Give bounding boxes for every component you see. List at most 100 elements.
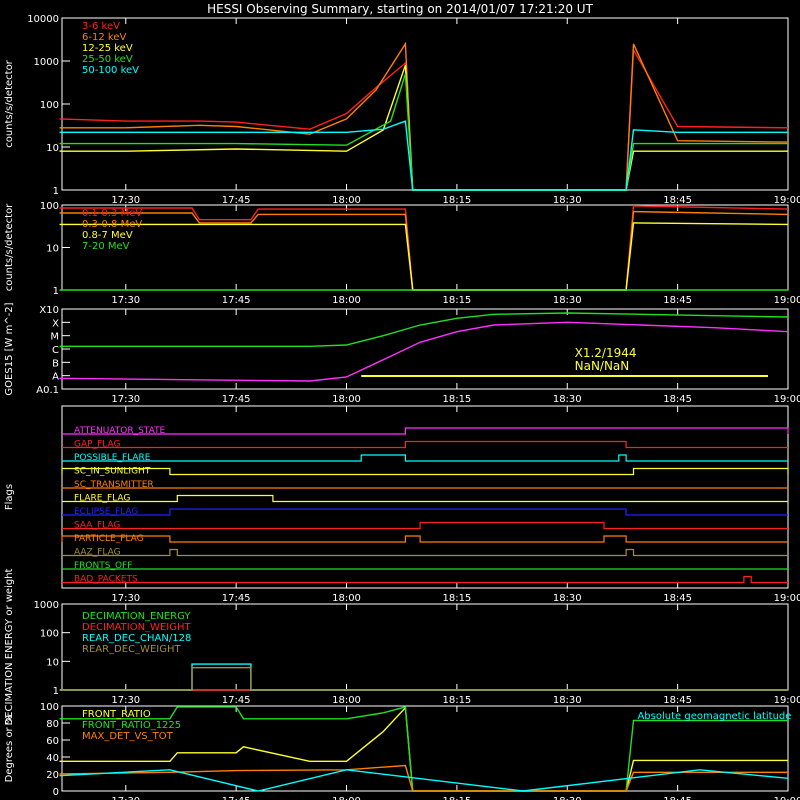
y-tick-label: 1000	[34, 57, 59, 68]
flag-trace	[62, 508, 788, 516]
x-tick-label: 18:00	[332, 796, 361, 800]
y-tick-label: 100	[40, 201, 59, 212]
x-tick-label: 18:45	[663, 295, 692, 306]
series-line-magenta	[59, 321, 789, 382]
flag-label: ATTENUATOR_STATE	[74, 426, 166, 436]
flag-label: PARTICLE_FLAG	[74, 534, 144, 544]
x-tick-label: 19:00	[774, 796, 800, 800]
y-tick-label: 40	[46, 753, 59, 764]
panel-goes: 17:30 17:45 18:00 18:15 18:30 18:45 19:00 A0.1 A…	[4, 302, 800, 405]
x-tick-label: 18:30	[553, 796, 582, 800]
x-tick-label: 18:15	[442, 195, 471, 206]
series-line-green	[59, 73, 788, 191]
y-tick-label: 10	[46, 657, 59, 668]
x-tick-label: 17:30	[111, 394, 140, 405]
goes-annotation: NaN/NaN	[575, 359, 630, 373]
flag-trace	[62, 440, 788, 449]
y-tick-label: 1000	[34, 600, 59, 611]
y-tick-label: C	[52, 345, 59, 356]
legend-entry: 7-20 MeV	[82, 241, 130, 252]
panel-high-energy: 17:30 17:45 18:00 18:15 18:30 18:45 19:00 1 10 10…	[4, 201, 800, 306]
legend-entry: 3-6 keV	[82, 21, 120, 32]
x-tick-label: 19:00	[774, 195, 800, 206]
x-tick-label: 18:00	[332, 295, 361, 306]
flag-label: POSSIBLE_FLARE	[74, 453, 151, 463]
goes-annotation: X1.2/1944	[575, 346, 637, 360]
x-tick-label: 18:30	[553, 295, 582, 306]
y-tick-label: 1	[53, 186, 59, 197]
x-tick-label: 17:45	[222, 695, 251, 706]
x-tick-label: 17:30	[111, 195, 140, 206]
flag-trace	[62, 521, 788, 530]
x-tick-label: 18:00	[332, 695, 361, 706]
panel-flags: 17:30 17:45 18:00 18:15 18:30 18:45 19:00 Flags…	[4, 405, 800, 604]
panels: 17:30 17:45 18:00 18:15 18:30 18:45 19:0011010…	[4, 14, 800, 800]
x-tick-label: 18:30	[553, 695, 582, 706]
x-tick-label: 19:00	[774, 695, 800, 706]
y-axis-label: counts/s/detector	[4, 59, 15, 147]
legend-entry: 25-50 keV	[82, 54, 133, 65]
x-tick-label: 18:30	[553, 195, 582, 206]
y-tick-label: A0.1	[36, 385, 59, 396]
y-axis-label: GOES15 [W m^-2]	[4, 302, 15, 395]
flag-label: SC_TRANSMITTER	[74, 480, 154, 490]
flag-label: ECLIPSE_FLAG	[74, 507, 138, 517]
series-line-orange	[59, 41, 789, 191]
y-tick-label: 100	[40, 629, 59, 640]
figure-title: HESSI Observing Summary, starting on 201…	[207, 2, 593, 16]
y-tick-label: 10	[46, 143, 59, 154]
legend-entry: 0.1-0.3 MeV	[82, 208, 142, 219]
legend-entry: FRONT_RATIO	[82, 709, 151, 720]
y-axis-label: counts/s/detector	[4, 203, 15, 291]
legend-entry: REAR_DEC_WEIGHT	[82, 644, 181, 655]
series-line-yellow	[59, 64, 788, 191]
x-tick-label: 18:00	[332, 593, 361, 604]
y-axis-label: DECIMATION ENERGY or weight	[4, 568, 15, 725]
x-tick-label: 18:45	[663, 195, 692, 206]
legend-entry: Absolute geomagnetic latitude	[637, 711, 791, 722]
y-tick-label: B	[52, 358, 59, 369]
series-line-green	[59, 312, 789, 347]
legend-entry: REAR_DEC_CHAN/128	[82, 633, 191, 644]
series-line-cyan	[59, 769, 789, 792]
x-tick-label: 17:45	[222, 593, 251, 604]
x-tick-label: 18:15	[442, 796, 471, 800]
x-tick-label: 18:15	[442, 593, 471, 604]
x-tick-label: 18:45	[663, 593, 692, 604]
y-tick-label: 1	[53, 686, 59, 697]
x-tick-label: 17:30	[111, 796, 140, 800]
legend-entry: 0.3-0.8 MeV	[82, 219, 142, 230]
y-tick-label: 10000	[27, 14, 59, 25]
y-tick-label: 20	[46, 770, 59, 781]
y-tick-label: X10	[39, 305, 59, 316]
flag-label: SAA_FLAG	[74, 521, 120, 531]
flag-trace	[62, 454, 788, 462]
x-tick-label: 18:15	[442, 695, 471, 706]
y-tick-label: 60	[46, 736, 59, 747]
legend-entry: 12-25 keV	[82, 43, 133, 54]
legend-entry: MAX_DET_VS_TOT	[82, 731, 174, 742]
flag-trace	[62, 494, 788, 503]
x-tick-label: 18:15	[442, 394, 471, 405]
y-tick-label: 1	[53, 286, 59, 297]
flag-trace	[62, 427, 789, 435]
legend-entry: DECIMATION_ENERGY	[82, 611, 191, 622]
x-tick-label: 19:00	[774, 295, 800, 306]
y-tick-label: A	[52, 372, 59, 383]
series-line-cyan	[59, 120, 788, 191]
x-tick-label: 17:30	[111, 295, 140, 306]
flag-label: FRONTS_OFF	[74, 561, 132, 571]
flag-trace	[62, 575, 788, 584]
x-tick-label: 17:45	[222, 796, 251, 800]
flag-label: SC_IN_SUNLIGHT	[74, 467, 151, 477]
x-tick-label: 17:45	[222, 295, 251, 306]
flag-trace	[62, 548, 788, 557]
y-tick-label: 80	[46, 719, 59, 730]
x-tick-label: 18:15	[442, 295, 471, 306]
panel-lightcurve: 17:30 17:45 18:00 18:15 18:30 18:45 19:00 1 10 10…	[4, 14, 800, 206]
legend-entry: FRONT_RATIO_1225	[82, 720, 181, 731]
legend-entry: DECIMATION_WEIGHT	[82, 622, 191, 633]
legend-entry: 50-100 keV	[82, 65, 139, 76]
